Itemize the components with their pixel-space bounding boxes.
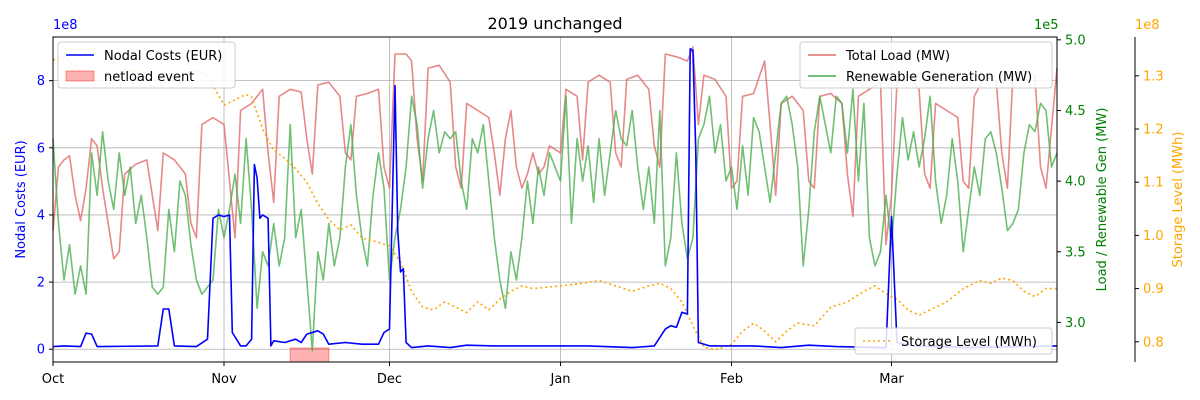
x-tick-label: Feb: [720, 372, 743, 387]
legend-label: Nodal Costs (EUR): [104, 49, 222, 64]
storage-tick-label: 0.9: [1143, 282, 1164, 297]
plot-frame: [52, 36, 1058, 363]
x-tick-label: Jan: [549, 372, 570, 387]
series-line-total-load-mw: [52, 46, 1058, 260]
legend-box: [57, 41, 236, 89]
storage-tick-label: 1.0: [1143, 229, 1164, 244]
right-tick-label: 4.0: [1065, 175, 1086, 190]
chart-title: 2019 unchanged: [487, 14, 622, 33]
left-tick-label: 0: [37, 343, 45, 358]
x-tick-label: Oct: [42, 372, 64, 387]
storage-tick-label: 1.1: [1143, 176, 1164, 191]
right-tick-label: 5.0: [1065, 33, 1086, 48]
x-tick-label: Mar: [879, 372, 904, 387]
storage-tick-label: 1.3: [1143, 69, 1164, 84]
storage-tick-label: 1.2: [1143, 123, 1164, 138]
netload-event-span: [289, 347, 330, 363]
x-tick-label: Nov: [211, 372, 237, 387]
right-tick-label: 3.5: [1065, 245, 1086, 260]
right-axis-label: Load / Renewable Gen (MW): [1095, 108, 1110, 292]
storage-axis-label: Storage Level (MWh): [1171, 132, 1186, 268]
series-line-nodal-costs-eur: [52, 48, 1058, 349]
legend-label: Total Load (MW): [845, 49, 950, 64]
left-tick-label: 8: [37, 74, 45, 89]
left-tick-label: 6: [37, 141, 45, 156]
left-axis-label: Nodal Costs (EUR): [14, 140, 29, 258]
left-tick-label: 2: [37, 276, 45, 291]
legend-label: Renewable Generation (MW): [846, 70, 1032, 85]
x-tick-label: Dec: [377, 372, 402, 387]
legend-box: [854, 327, 1053, 355]
legend-label: Storage Level (MWh): [901, 335, 1037, 350]
legend-swatch: [65, 70, 95, 82]
right-tick-label: 4.5: [1065, 104, 1086, 119]
legend-label: netload event: [104, 70, 194, 85]
right-offset-text: 1e5: [1034, 18, 1059, 33]
right-tick-label: 3.0: [1065, 316, 1086, 331]
left-offset-text: 1e8: [53, 18, 78, 33]
legend-box: [799, 41, 1053, 89]
storage-offset-text: 1e8: [1135, 18, 1160, 33]
storage-tick-label: 0.8: [1143, 335, 1164, 350]
left-tick-label: 4: [37, 208, 45, 223]
